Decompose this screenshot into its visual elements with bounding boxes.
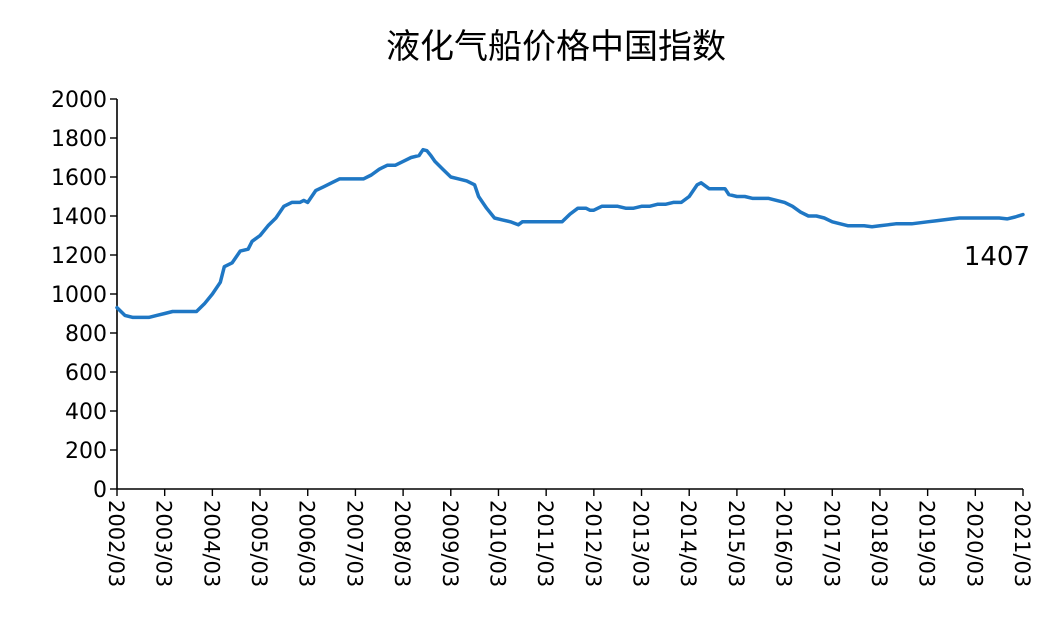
x-tick-label: 2006/03 bbox=[295, 500, 319, 587]
x-tick-label: 2002/03 bbox=[104, 500, 128, 587]
y-axis: 0 200 400 600 800 1000 1200 1400 1600 1800 2000 bbox=[51, 88, 118, 503]
y-tick-label: 1000 bbox=[51, 283, 107, 308]
x-tick-label: 2014/03 bbox=[676, 500, 700, 587]
x-tick-label: 2012/03 bbox=[581, 500, 605, 587]
x-tick-label: 2003/03 bbox=[152, 500, 176, 587]
x-tick-label: 2015/03 bbox=[724, 500, 748, 587]
chart-title: 液化气船价格中国指数 bbox=[386, 27, 726, 67]
y-tick-label: 1200 bbox=[51, 244, 107, 269]
y-tick-label: 200 bbox=[65, 439, 107, 464]
x-tick-label: 2013/03 bbox=[629, 500, 653, 587]
series-line bbox=[115, 147, 1025, 320]
y-tick-label: 0 bbox=[93, 478, 107, 503]
x-tick-label: 2008/03 bbox=[390, 500, 414, 587]
y-tick-label: 600 bbox=[65, 361, 107, 386]
x-tick-label: 2019/03 bbox=[915, 500, 939, 587]
x-tick-label: 2021/03 bbox=[1010, 500, 1034, 587]
annotation-layer: 1407 bbox=[964, 242, 1030, 272]
x-tick-label: 2009/03 bbox=[438, 500, 462, 587]
x-tick-label: 2016/03 bbox=[772, 500, 796, 587]
y-tick-label: 800 bbox=[65, 322, 107, 347]
x-axis: 2002/03 2003/03 2004/03 2005/03 2006/03 2007/… bbox=[104, 488, 1034, 587]
x-tick-label: 2011/03 bbox=[533, 500, 557, 587]
last-value-label: 1407 bbox=[964, 242, 1030, 272]
y-tick-label: 1400 bbox=[51, 205, 107, 230]
x-tick-label: 2005/03 bbox=[247, 500, 271, 587]
x-tick-label: 2020/03 bbox=[962, 500, 986, 587]
series-layer bbox=[115, 147, 1025, 320]
x-tick-label: 2007/03 bbox=[342, 500, 366, 587]
x-tick-label: 2017/03 bbox=[819, 500, 843, 587]
y-tick-label: 400 bbox=[65, 400, 107, 425]
y-tick-label: 2000 bbox=[51, 88, 107, 113]
x-tick-label: 2010/03 bbox=[485, 500, 509, 587]
y-tick-label: 1600 bbox=[51, 166, 107, 191]
x-tick-label: 2018/03 bbox=[867, 500, 891, 587]
x-tick-label: 2004/03 bbox=[199, 500, 223, 587]
y-tick-label: 1800 bbox=[51, 127, 107, 152]
